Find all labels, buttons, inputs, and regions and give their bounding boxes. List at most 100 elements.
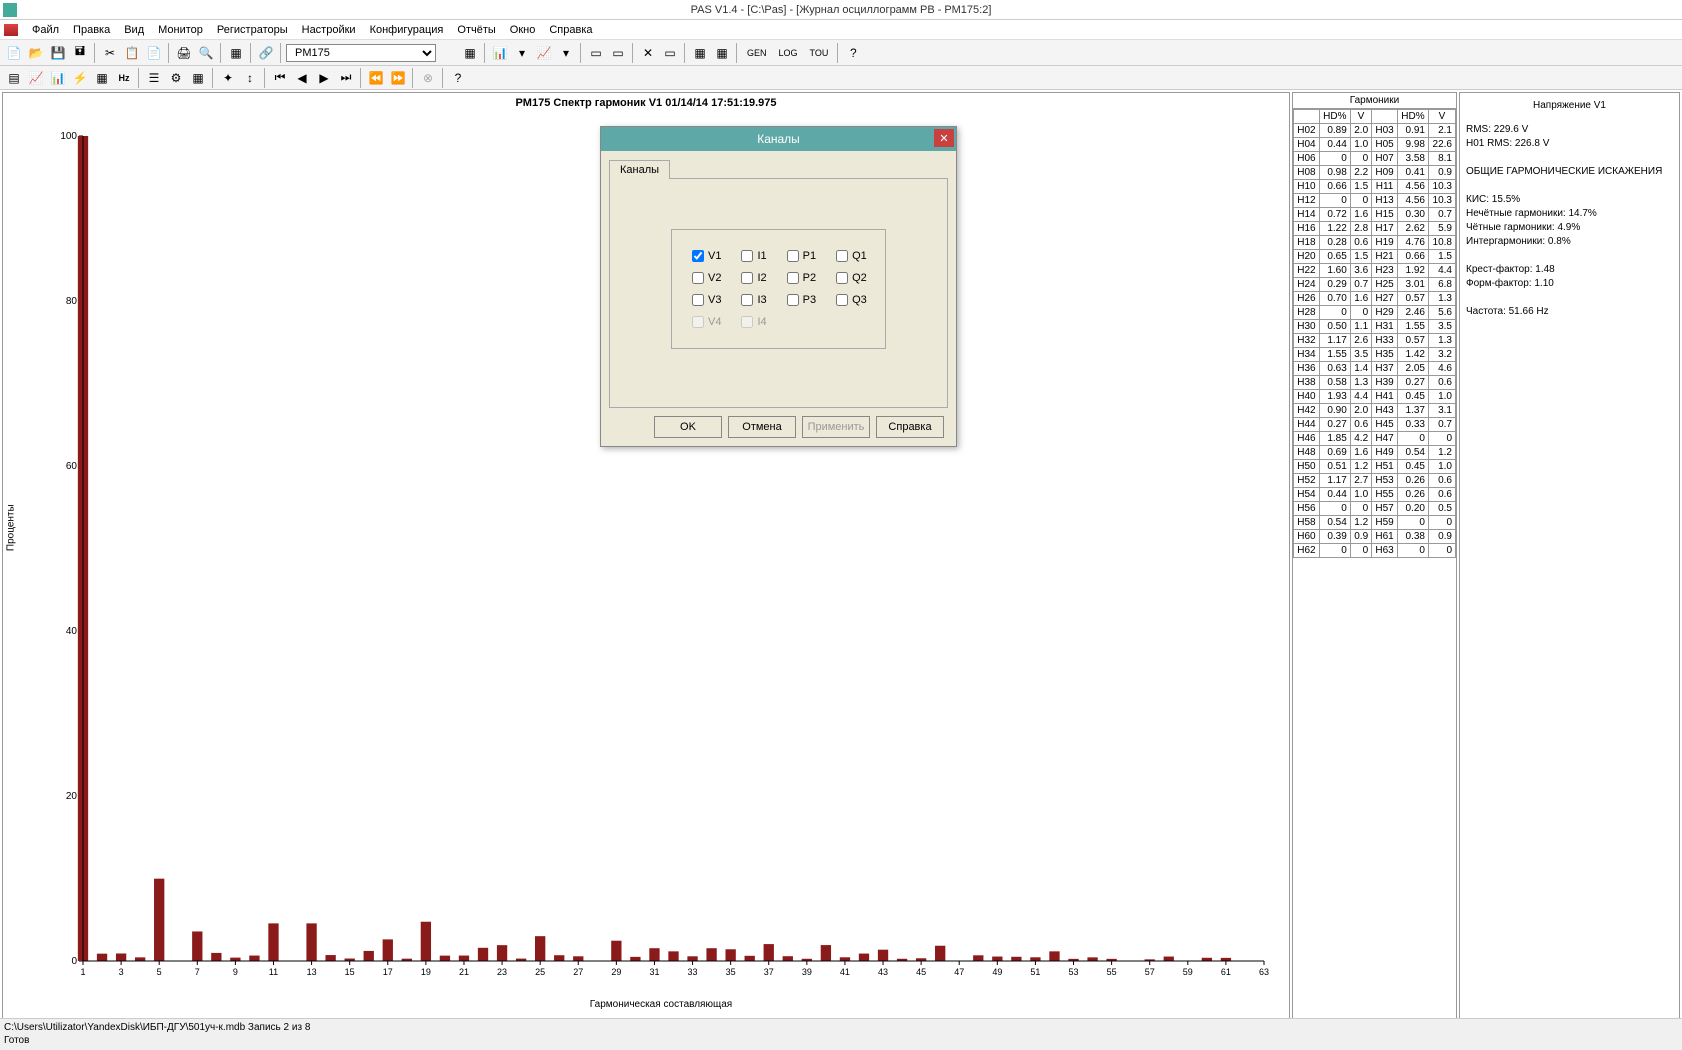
- config2-icon[interactable]: ▦: [188, 68, 208, 88]
- next-icon[interactable]: ▶: [314, 68, 334, 88]
- svg-text:100: 100: [60, 131, 77, 142]
- hz-icon[interactable]: Hz: [114, 68, 134, 88]
- chart-title: PM175 Спектр гармоник V1 01/14/14 17:51:…: [3, 93, 1289, 113]
- menu-Конфигурация[interactable]: Конфигурация: [364, 22, 450, 38]
- svg-text:17: 17: [383, 967, 393, 977]
- log-button[interactable]: LOG: [774, 44, 803, 62]
- channel-checkbox-I1[interactable]: [741, 250, 753, 262]
- channel-checkbox-Q3[interactable]: [836, 294, 848, 306]
- close-icon[interactable]: ✕: [934, 129, 954, 147]
- open-icon[interactable]: 📂: [26, 43, 46, 63]
- view3-icon[interactable]: 📊: [48, 68, 68, 88]
- table-row: H440.270.6H450.330.7: [1294, 418, 1456, 432]
- right-panel: Гармоники HD%VHD%VH020.892.0H030.912.1H0…: [1292, 90, 1682, 1030]
- dropdown2-icon[interactable]: ▾: [556, 43, 576, 63]
- clear-icon[interactable]: ▭: [660, 43, 680, 63]
- svg-text:27: 27: [573, 967, 583, 977]
- help2-icon[interactable]: ?: [448, 68, 468, 88]
- table-icon[interactable]: ▦: [460, 43, 480, 63]
- forward-icon[interactable]: ⏩: [388, 68, 408, 88]
- config1-icon[interactable]: ⚙: [166, 68, 186, 88]
- channel-checkbox-V2[interactable]: [692, 272, 704, 284]
- channel-checkbox-I3[interactable]: [741, 294, 753, 306]
- dropdown1-icon[interactable]: ▾: [512, 43, 532, 63]
- tool2-icon[interactable]: ▦: [712, 43, 732, 63]
- channel-checkbox-V1[interactable]: [692, 250, 704, 262]
- new-icon[interactable]: 📄: [4, 43, 24, 63]
- menu-Настройки[interactable]: Настройки: [296, 22, 362, 38]
- table-row: H321.172.6H330.571.3: [1294, 334, 1456, 348]
- apply-button[interactable]: Применить: [802, 416, 870, 438]
- view2-icon[interactable]: 📈: [26, 68, 46, 88]
- cursor-icon[interactable]: ↕: [240, 68, 260, 88]
- chart2-icon[interactable]: 📈: [534, 43, 554, 63]
- table-row: H480.691.6H490.541.2: [1294, 446, 1456, 460]
- channel-checkbox-I2[interactable]: [741, 272, 753, 284]
- menu-Окно[interactable]: Окно: [504, 22, 542, 38]
- prev-icon[interactable]: ◀: [292, 68, 312, 88]
- menu-Регистраторы[interactable]: Регистраторы: [211, 22, 294, 38]
- menu-Справка[interactable]: Справка: [543, 22, 598, 38]
- menu-Вид[interactable]: Вид: [118, 22, 150, 38]
- window-titlebar: PAS V1.4 - [C:\Pas] - [Журнал осциллогра…: [0, 0, 1682, 20]
- table-row: H401.934.4H410.451.0: [1294, 390, 1456, 404]
- table-row: H140.721.6H150.300.7: [1294, 208, 1456, 222]
- tou-button[interactable]: TOU: [805, 44, 834, 62]
- toolbar-secondary: ▤ 📈 📊 ⚡ ▦ Hz ☰ ⚙ ▦ ✦ ↕ ⏮ ◀ ▶ ⏭ ⏪ ⏩ ⊗ ?: [0, 66, 1682, 90]
- menu-Файл[interactable]: Файл: [26, 22, 65, 38]
- rewind-icon[interactable]: ⏪: [366, 68, 386, 88]
- svg-text:31: 31: [649, 967, 659, 977]
- channel-checkbox-V3[interactable]: [692, 294, 704, 306]
- ok-button[interactable]: OK: [654, 416, 722, 438]
- help-icon[interactable]: ?: [843, 43, 863, 63]
- first-icon[interactable]: ⏮: [270, 68, 290, 88]
- channels-dialog: Каналы ✕ Каналы V1I1P1Q1V2I2P2Q2V3I3P3Q3…: [600, 126, 957, 447]
- menu-Правка[interactable]: Правка: [67, 22, 116, 38]
- tool1-icon[interactable]: ▦: [690, 43, 710, 63]
- svg-text:49: 49: [992, 967, 1002, 977]
- chart-ylabel: Проценты: [6, 504, 17, 551]
- help-button[interactable]: Справка: [876, 416, 944, 438]
- menu-Отчёты[interactable]: Отчёты: [451, 22, 501, 38]
- list-icon[interactable]: ☰: [144, 68, 164, 88]
- device-select[interactable]: PM175: [286, 44, 436, 62]
- preview-icon[interactable]: 🔍: [196, 43, 216, 63]
- table-row: H580.541.2H5900: [1294, 516, 1456, 530]
- svg-text:60: 60: [66, 461, 78, 472]
- save2-icon[interactable]: 🖬: [70, 43, 90, 63]
- channel-checkbox-P2[interactable]: [787, 272, 799, 284]
- stop-icon[interactable]: ⊗: [418, 68, 438, 88]
- table-row: H300.501.1H311.553.5: [1294, 320, 1456, 334]
- menu-Монитор[interactable]: Монитор: [152, 22, 209, 38]
- link-icon[interactable]: 🔗: [256, 43, 276, 63]
- dialog-tab[interactable]: Каналы: [609, 160, 670, 179]
- paste-icon[interactable]: 📄: [144, 43, 164, 63]
- channel-checkbox-Q2[interactable]: [836, 272, 848, 284]
- cut-icon[interactable]: ✂: [100, 43, 120, 63]
- table-row: H260.701.6H270.571.3: [1294, 292, 1456, 306]
- svg-text:45: 45: [916, 967, 926, 977]
- print-icon[interactable]: 🖨: [174, 43, 194, 63]
- table-row: H1200H134.5610.3: [1294, 194, 1456, 208]
- copy-icon[interactable]: 📋: [122, 43, 142, 63]
- gen-button[interactable]: GEN: [742, 44, 772, 62]
- window1-icon[interactable]: ▭: [586, 43, 606, 63]
- view1-icon[interactable]: ▤: [4, 68, 24, 88]
- marker-icon[interactable]: ✦: [218, 68, 238, 88]
- save-icon[interactable]: 💾: [48, 43, 68, 63]
- view5-icon[interactable]: ▦: [92, 68, 112, 88]
- table-row: H380.581.3H390.270.6: [1294, 376, 1456, 390]
- chart1-icon[interactable]: 📊: [490, 43, 510, 63]
- last-icon[interactable]: ⏭: [336, 68, 356, 88]
- channel-checkbox-P1[interactable]: [787, 250, 799, 262]
- window2-icon[interactable]: ▭: [608, 43, 628, 63]
- view4-icon[interactable]: ⚡: [70, 68, 90, 88]
- delete-icon[interactable]: ✕: [638, 43, 658, 63]
- dialog-titlebar[interactable]: Каналы ✕: [601, 127, 956, 151]
- channel-checkbox-P3[interactable]: [787, 294, 799, 306]
- svg-text:37: 37: [764, 967, 774, 977]
- statusbar: C:\Users\Utilizator\YandexDisk\ИБП-ДГУ\5…: [0, 1018, 1682, 1050]
- channel-checkbox-Q1[interactable]: [836, 250, 848, 262]
- grid-icon[interactable]: ▦: [226, 43, 246, 63]
- cancel-button[interactable]: Отмена: [728, 416, 796, 438]
